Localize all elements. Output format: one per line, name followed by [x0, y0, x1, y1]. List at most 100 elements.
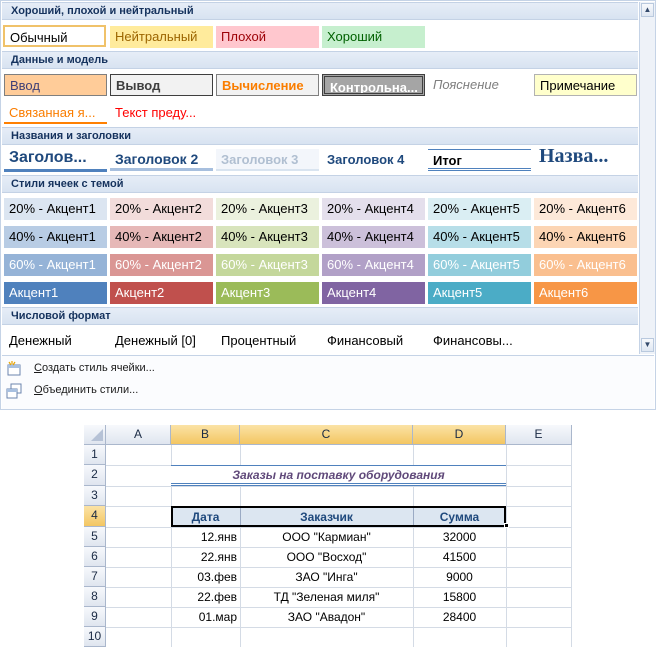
merge-styles-menu-item[interactable]: Объединить стили...	[2, 380, 654, 402]
style-heading-1[interactable]: Заголов...	[4, 148, 107, 172]
style-explanatory[interactable]: Пояснение	[433, 77, 499, 92]
cell-customer[interactable]: ООО "Восход"	[286, 550, 367, 564]
style-20-accent2[interactable]: 20% - Акцент2	[110, 198, 213, 220]
style-normal[interactable]: Обычный	[3, 25, 106, 47]
cell-styles-gallery: Хороший, плохой и нейтральный Обычный Не…	[0, 0, 656, 410]
style-20-accent4[interactable]: 20% - Акцент4	[322, 198, 425, 220]
cell-date[interactable]: 03.фев	[197, 570, 237, 584]
row-header-3[interactable]: 3	[84, 486, 106, 506]
style-40-accent4[interactable]: 40% - Акцент4	[322, 226, 425, 248]
column-header-c[interactable]: C	[240, 425, 413, 445]
style-40-accent6[interactable]: 40% - Акцент6	[534, 226, 637, 248]
style-comma-0[interactable]: Финансовы...	[433, 333, 513, 348]
style-20-accent1[interactable]: 20% - Акцент1	[4, 198, 107, 220]
section-header-themed-styles: Стили ячеек с темой	[2, 175, 638, 193]
header-customer: Заказчик	[300, 510, 353, 524]
column-header-d[interactable]: D	[413, 425, 506, 445]
style-60-accent1[interactable]: 60% - Акцент1	[4, 254, 107, 276]
row-header-2[interactable]: 2	[84, 465, 106, 486]
style-currency[interactable]: Денежный	[9, 333, 72, 348]
cell-amount[interactable]: 15800	[442, 590, 477, 604]
section-header-data-model: Данные и модель	[2, 51, 638, 69]
style-accent3[interactable]: Акцент3	[216, 282, 319, 304]
header-amount: Сумма	[439, 510, 480, 524]
style-title[interactable]: Назва...	[539, 145, 609, 167]
cell-amount[interactable]: 9000	[446, 570, 473, 584]
column-header-b[interactable]: B	[171, 425, 240, 445]
cell-date[interactable]: 12.янв	[200, 530, 237, 544]
row-header-1[interactable]: 1	[84, 445, 106, 465]
row-header-9[interactable]: 9	[84, 607, 106, 627]
style-60-accent2[interactable]: 60% - Акцент2	[110, 254, 213, 276]
style-calculation[interactable]: Вычисление	[216, 74, 319, 96]
style-40-accent1[interactable]: 40% - Акцент1	[4, 226, 107, 248]
column-header-a[interactable]: A	[106, 425, 171, 445]
style-note[interactable]: Примечание	[534, 74, 637, 96]
cell-date[interactable]: 22.янв	[200, 550, 237, 564]
row-header-7[interactable]: 7	[84, 567, 106, 587]
style-40-accent3[interactable]: 40% - Акцент3	[216, 226, 319, 248]
sheet-title: Заказы на поставку оборудования	[232, 468, 445, 482]
cell-date[interactable]: 22.фев	[197, 590, 237, 604]
style-neutral[interactable]: Нейтральный	[110, 26, 213, 48]
row-header-5[interactable]: 5	[84, 527, 106, 547]
cell-customer[interactable]: ЗАО "Инга"	[295, 570, 358, 584]
fill-handle[interactable]	[504, 523, 509, 528]
style-check-cell[interactable]: Контрольна...	[322, 74, 425, 96]
cell-amount[interactable]: 41500	[442, 550, 477, 564]
header-date: Дата	[191, 510, 220, 524]
title-cell-b2[interactable]	[171, 465, 506, 486]
cell-date[interactable]: 01.мар	[198, 610, 237, 624]
style-input[interactable]: Ввод	[4, 74, 107, 96]
scroll-up-icon[interactable]: ▲	[641, 3, 654, 17]
style-20-accent5[interactable]: 20% - Акцент5	[428, 198, 531, 220]
row-header-4[interactable]: 4	[84, 506, 106, 527]
new-cell-style-menu-item[interactable]: Создать стиль ячейки...	[2, 358, 654, 380]
cell-customer[interactable]: ЗАО "Авадон"	[287, 610, 366, 624]
row-header-10[interactable]: 10	[84, 627, 106, 647]
style-total[interactable]: Итог	[428, 149, 531, 171]
style-heading-4[interactable]: Заголовок 4	[327, 152, 405, 167]
row-header-8[interactable]: 8	[84, 587, 106, 607]
merge-styles-icon	[6, 383, 22, 399]
style-40-accent2[interactable]: 40% - Акцент2	[110, 226, 213, 248]
merge-styles-label: Объединить стили...	[34, 384, 139, 396]
style-heading-2[interactable]: Заголовок 2	[110, 149, 213, 171]
style-60-accent6[interactable]: 60% - Акцент6	[534, 254, 637, 276]
style-accent6[interactable]: Акцент6	[534, 282, 637, 304]
style-linked-cell[interactable]: Связанная я...	[4, 102, 107, 124]
style-warning-text[interactable]: Текст преду...	[115, 105, 197, 120]
column-header-e[interactable]: E	[506, 425, 572, 445]
section-header-titles-headings: Названия и заголовки	[2, 127, 638, 145]
style-accent2[interactable]: Акцент2	[110, 282, 213, 304]
style-accent4[interactable]: Акцент4	[322, 282, 425, 304]
style-accent5[interactable]: Акцент5	[428, 282, 531, 304]
style-currency-0[interactable]: Денежный [0]	[115, 333, 196, 348]
cell-customer[interactable]: ООО "Кармиан"	[282, 530, 371, 544]
cell-customer[interactable]: ТД "Зеленая миля"	[273, 590, 380, 604]
style-percent[interactable]: Процентный	[221, 333, 297, 348]
new-style-icon	[6, 361, 22, 377]
style-good[interactable]: Хороший	[322, 26, 425, 48]
style-accent1[interactable]: Акцент1	[4, 282, 107, 304]
style-20-accent3[interactable]: 20% - Акцент3	[216, 198, 319, 220]
select-all-corner[interactable]	[84, 425, 106, 445]
gallery-scrollbar[interactable]: ▲ ▼	[639, 2, 655, 354]
new-cell-style-label: Создать стиль ячейки...	[34, 362, 155, 374]
style-heading-3[interactable]: Заголовок 3	[216, 149, 319, 171]
style-output[interactable]: Вывод	[110, 74, 213, 96]
style-60-accent4[interactable]: 60% - Акцент4	[322, 254, 425, 276]
row-header-6[interactable]: 6	[84, 547, 106, 567]
section-header-good-bad-neutral: Хороший, плохой и нейтральный	[2, 2, 638, 20]
cell-amount[interactable]: 28400	[442, 610, 477, 624]
style-60-accent3[interactable]: 60% - Акцент3	[216, 254, 319, 276]
style-20-accent6[interactable]: 20% - Акцент6	[534, 198, 637, 220]
style-40-accent5[interactable]: 40% - Акцент5	[428, 226, 531, 248]
scroll-down-icon[interactable]: ▼	[641, 338, 654, 352]
style-60-accent5[interactable]: 60% - Акцент5	[428, 254, 531, 276]
header-row-selection[interactable]	[171, 506, 506, 527]
style-comma[interactable]: Финансовый	[327, 333, 404, 348]
section-header-number-format: Числовой формат	[2, 307, 638, 325]
cell-amount[interactable]: 32000	[442, 530, 477, 544]
style-bad[interactable]: Плохой	[216, 26, 319, 48]
